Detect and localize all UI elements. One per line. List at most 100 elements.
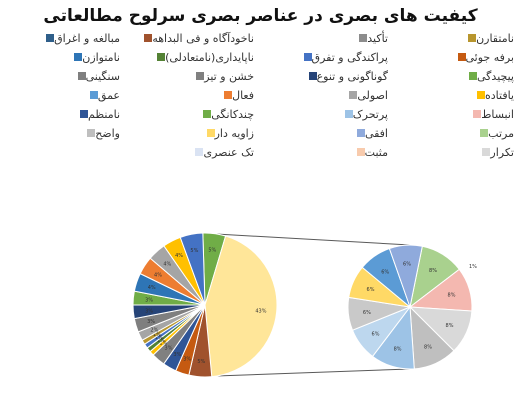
legend-label: تأکید [367,31,388,45]
legend-swatch [457,53,466,61]
main-pie-label: 4% [148,285,156,291]
legend-swatch [157,53,166,61]
secondary-pie-label: 8% [448,292,456,298]
legend-item: مبالغه و اغراق [42,30,120,46]
main-pie-label: 3% [183,356,191,362]
legend-label: چندکانگی [211,107,254,121]
main-pie-label: 3% [165,346,173,352]
legend-item: نامتقارن [464,30,514,46]
secondary-pie-label: 6% [363,310,371,316]
legend-item: مثبت [353,144,388,160]
connector-line [215,233,411,246]
outside-label: 1% [469,264,477,270]
legend-swatch [469,72,478,80]
legend-label: تک عنصری [203,145,254,159]
main-pie-label: 43% [255,309,266,315]
legend-item: فعال [220,87,254,103]
main-pie-slice [179,232,206,306]
legend-swatch [308,72,317,80]
legend-label: پراکندگی و تفرق [311,50,388,64]
legend-label: فعال [232,88,254,102]
legend-item: پیچیدگی [465,68,514,84]
legend-label: خشن و تیز [204,69,254,83]
legend-label: زاویه دار [214,126,254,140]
secondary-pie-label: 8% [429,268,437,274]
legend-item: یافتاده [473,87,514,103]
legend-swatch [359,34,368,42]
legend-label: مبالغه و اغراق [54,31,120,45]
legend-swatch [480,129,489,137]
legend-item: نامنظم [76,106,120,122]
secondary-pie-label: 8% [446,323,454,329]
legend-label: عمق [97,88,120,102]
main-pie-label: 1% [153,332,161,338]
legend-swatch [74,53,83,61]
main-pie-label: 1% [159,341,167,347]
legend-label: انبساط [481,107,514,121]
legend: نامتقارن تأکید ناخودآگاه و فی البداهه مبالغ… [8,30,514,210]
secondary-pie-slice [388,244,423,309]
legend-label: اصولی [357,88,388,102]
main-pie-slice [204,235,278,378]
main-pie-label: 5% [208,247,216,253]
legend-item: تکرار [478,144,514,160]
main-pie-label: 4% [154,272,162,278]
legend-swatch [196,72,205,80]
main-pie-label: 5% [197,359,205,365]
secondary-pie-label: 6% [367,287,375,293]
legend-item: مرتب [476,125,514,141]
connector-line [215,368,411,377]
legend-swatch [195,148,204,156]
chart-title: کیفیت های بصری در عناصر بصری سرلوح مطالع… [43,6,478,26]
legend-item: عمق [86,87,120,103]
legend-item: پراکندگی و تفرق [300,49,388,65]
legend-item: انبساط [469,106,514,122]
main-pie-label: 5% [190,248,198,254]
legend-swatch [206,129,215,137]
legend-label: مثبت [364,145,388,159]
legend-label: گوناگونی و تنوع [316,69,388,83]
legend-label: برفه جوئی [465,50,515,64]
main-pie-label: 3% [145,298,153,304]
main-pie-label: 3% [145,308,153,314]
legend-swatch [46,34,55,42]
legend-item: زاویه دار [203,125,254,141]
legend-swatch [303,53,312,61]
main-pie-label: 3% [173,352,181,358]
secondary-pie-label: 6% [372,331,380,337]
legend-swatch [344,110,353,118]
legend-swatch [77,72,86,80]
legend-item: سنگینی [74,68,120,84]
legend-item: خشن و تیز [192,68,254,84]
legend-label: سنگینی [85,69,120,83]
legend-label: واضح [95,126,120,140]
legend-swatch [473,110,482,118]
legend-swatch [80,110,89,118]
legend-swatch [89,91,98,99]
legend-item: برفه جوئی [454,49,515,65]
legend-item: اصولی [345,87,388,103]
legend-item: ناخودآگاه و فی البداهه [140,30,254,46]
legend-label: افقی [364,126,388,140]
secondary-pie-label: 8% [424,345,432,351]
main-pie-label: 4% [175,253,183,259]
secondary-pie-label: 6% [381,269,389,275]
legend-item: تک عنصری [191,144,254,160]
main-pie-label: 1% [157,338,165,344]
legend-swatch [224,91,233,99]
legend-item: واضح [83,125,120,141]
legend-label: مرتب [488,126,514,140]
legend-label: نامتوازن [82,50,120,64]
legend-label: تکرار [490,145,514,159]
legend-swatch [468,34,477,42]
legend-label: نامنظم [88,107,120,121]
legend-swatch [356,148,365,156]
legend-item: گوناگونی و تنوع [305,68,388,84]
secondary-pie-label: 8% [394,347,402,353]
main-pie-label: 1% [155,335,163,341]
legend-label: نامتقارن [476,31,514,45]
legend-item: چندکانگی [199,106,254,122]
legend-item: افقی [353,125,388,141]
legend-label: ناخودآگاه و فی البداهه [152,31,254,45]
secondary-pie-label: 6% [403,262,411,268]
